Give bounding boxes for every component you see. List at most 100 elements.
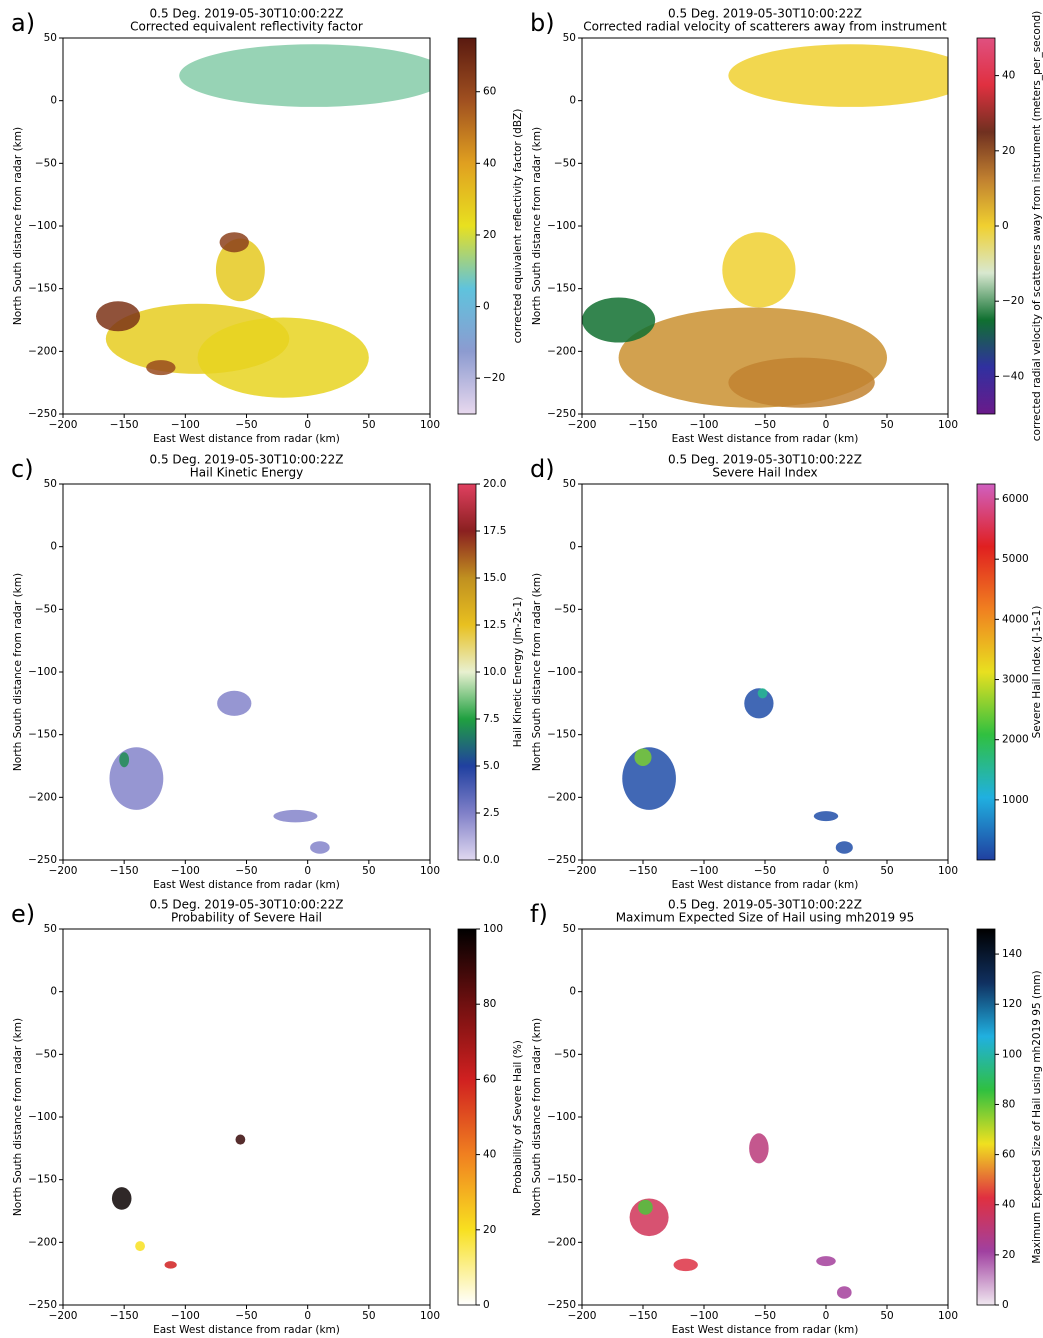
colorbar-tick-label: 0 — [483, 1299, 490, 1311]
colorbar-tick-label: 10.0 — [483, 666, 506, 678]
y-tick-label: −200 — [547, 345, 576, 357]
colorbar-tick-label: 80 — [483, 998, 496, 1010]
colorbar-tick-label: 60 — [1002, 1149, 1015, 1161]
plot-frame — [581, 928, 949, 1306]
colorbar — [976, 483, 996, 861]
y-tick-label: −250 — [547, 408, 576, 420]
y-tick-label: −100 — [547, 1111, 576, 1123]
colorbar-tick-label: 12.5 — [483, 619, 506, 631]
x-tick-label: −200 — [49, 865, 78, 877]
x-tick-label: 100 — [938, 419, 958, 431]
echo — [835, 841, 853, 854]
colorbar-tick-label: 60 — [483, 1073, 496, 1085]
colorbar — [976, 37, 996, 415]
colorbar-tick-label: 4000 — [1002, 613, 1029, 625]
y-tick-label: −100 — [28, 1111, 57, 1123]
panel-subtitle: Corrected radial velocity of scatterers … — [583, 20, 947, 34]
x-tick-label: 100 — [420, 865, 440, 877]
echo — [836, 1286, 852, 1299]
y-tick-label: −100 — [547, 666, 576, 678]
panel-subtitle: Hail Kinetic Energy — [190, 466, 304, 480]
x-tick-label: −50 — [235, 419, 257, 431]
echoes — [582, 44, 948, 408]
echoes — [111, 1134, 246, 1269]
x-tick-label: −200 — [568, 865, 597, 877]
y-tick-label: 0 — [569, 541, 576, 553]
colorbar-tick-label: 20 — [483, 229, 496, 241]
y-axis-label: North South distance from radar (km) — [531, 1018, 543, 1216]
y-tick-label: 50 — [563, 478, 576, 490]
x-tick-label: −100 — [171, 419, 200, 431]
colorbar-tick-label: 20 — [1002, 1249, 1015, 1261]
x-tick-label: 50 — [362, 1310, 375, 1322]
x-tick-label: −150 — [629, 1310, 658, 1322]
y-axis-label: North South distance from radar (km) — [531, 573, 543, 771]
x-tick-label: 100 — [938, 1310, 958, 1322]
echo — [179, 44, 430, 107]
colorbar-tick-label: −20 — [483, 372, 505, 384]
x-tick-label: 100 — [938, 865, 958, 877]
echoes — [109, 690, 330, 854]
colorbar-tick-label: 1000 — [1002, 794, 1029, 806]
y-tick-label: −150 — [28, 1174, 57, 1186]
echo — [757, 688, 768, 699]
y-tick-label: −150 — [547, 1174, 576, 1186]
y-tick-label: −100 — [547, 220, 576, 232]
x-tick-label: −100 — [171, 1310, 200, 1322]
y-tick-label: 50 — [44, 478, 57, 490]
panel-title: 0.5 Deg. 2019-05-30T10:00:22Z — [150, 453, 344, 467]
colorbar-tick-label: −20 — [1002, 295, 1024, 307]
colorbar-tick-label: 5000 — [1002, 553, 1029, 565]
y-tick-label: −200 — [28, 1236, 57, 1248]
panel-subtitle: Probability of Severe Hail — [171, 911, 322, 925]
colorbar-tick-label: 20 — [1002, 145, 1015, 157]
x-tick-label: 0 — [304, 865, 311, 877]
x-axis-label: East West distance from radar (km) — [672, 879, 859, 891]
x-tick-label: −100 — [690, 865, 719, 877]
x-tick-label: −200 — [568, 419, 597, 431]
x-tick-label: −50 — [235, 865, 257, 877]
colorbar-tick-label: 17.5 — [483, 525, 506, 537]
colorbar-label: corrected equivalent reflectivity factor… — [512, 109, 524, 344]
colorbar-tick-label: 7.5 — [483, 713, 500, 725]
y-axis-label: North South distance from radar (km) — [12, 1018, 24, 1216]
echo — [215, 238, 265, 302]
echo — [622, 747, 676, 810]
y-tick-label: −200 — [547, 791, 576, 803]
echo — [749, 1133, 769, 1164]
x-tick-label: −100 — [690, 1310, 719, 1322]
echo — [219, 232, 249, 253]
x-tick-label: 0 — [304, 419, 311, 431]
colorbar — [457, 37, 477, 415]
x-tick-label: 50 — [880, 1310, 893, 1322]
echo — [728, 44, 948, 107]
y-tick-label: −50 — [554, 603, 576, 615]
panel-label: c) — [11, 455, 34, 483]
colorbar-tick-label: 20 — [483, 1224, 496, 1236]
x-tick-label: 100 — [420, 1310, 440, 1322]
x-tick-label: −200 — [49, 1310, 78, 1322]
y-tick-label: 0 — [50, 986, 57, 998]
colorbar-label: Maximum Expected Size of Hail using mh20… — [1031, 970, 1043, 1263]
echoes — [622, 688, 853, 854]
colorbar-tick-label: 40 — [483, 1149, 496, 1161]
y-tick-label: −150 — [547, 283, 576, 295]
x-tick-label: −50 — [754, 865, 776, 877]
x-tick-label: −150 — [110, 419, 139, 431]
colorbar-tick-label: 3000 — [1002, 674, 1029, 686]
x-axis-label: East West distance from radar (km) — [153, 1324, 340, 1336]
x-axis-label: East West distance from radar (km) — [672, 433, 859, 445]
y-tick-label: 0 — [50, 95, 57, 107]
panel-title: 0.5 Deg. 2019-05-30T10:00:22Z — [150, 7, 344, 21]
x-tick-label: 50 — [362, 419, 375, 431]
panel-title: 0.5 Deg. 2019-05-30T10:00:22Z — [150, 898, 344, 912]
echo — [197, 317, 369, 398]
y-tick-label: −100 — [28, 220, 57, 232]
colorbar-tick-label: 20.0 — [483, 478, 506, 490]
x-tick-label: 0 — [823, 1310, 830, 1322]
panel-subtitle: Maximum Expected Size of Hail using mh20… — [616, 911, 915, 925]
x-axis-label: East West distance from radar (km) — [153, 879, 340, 891]
